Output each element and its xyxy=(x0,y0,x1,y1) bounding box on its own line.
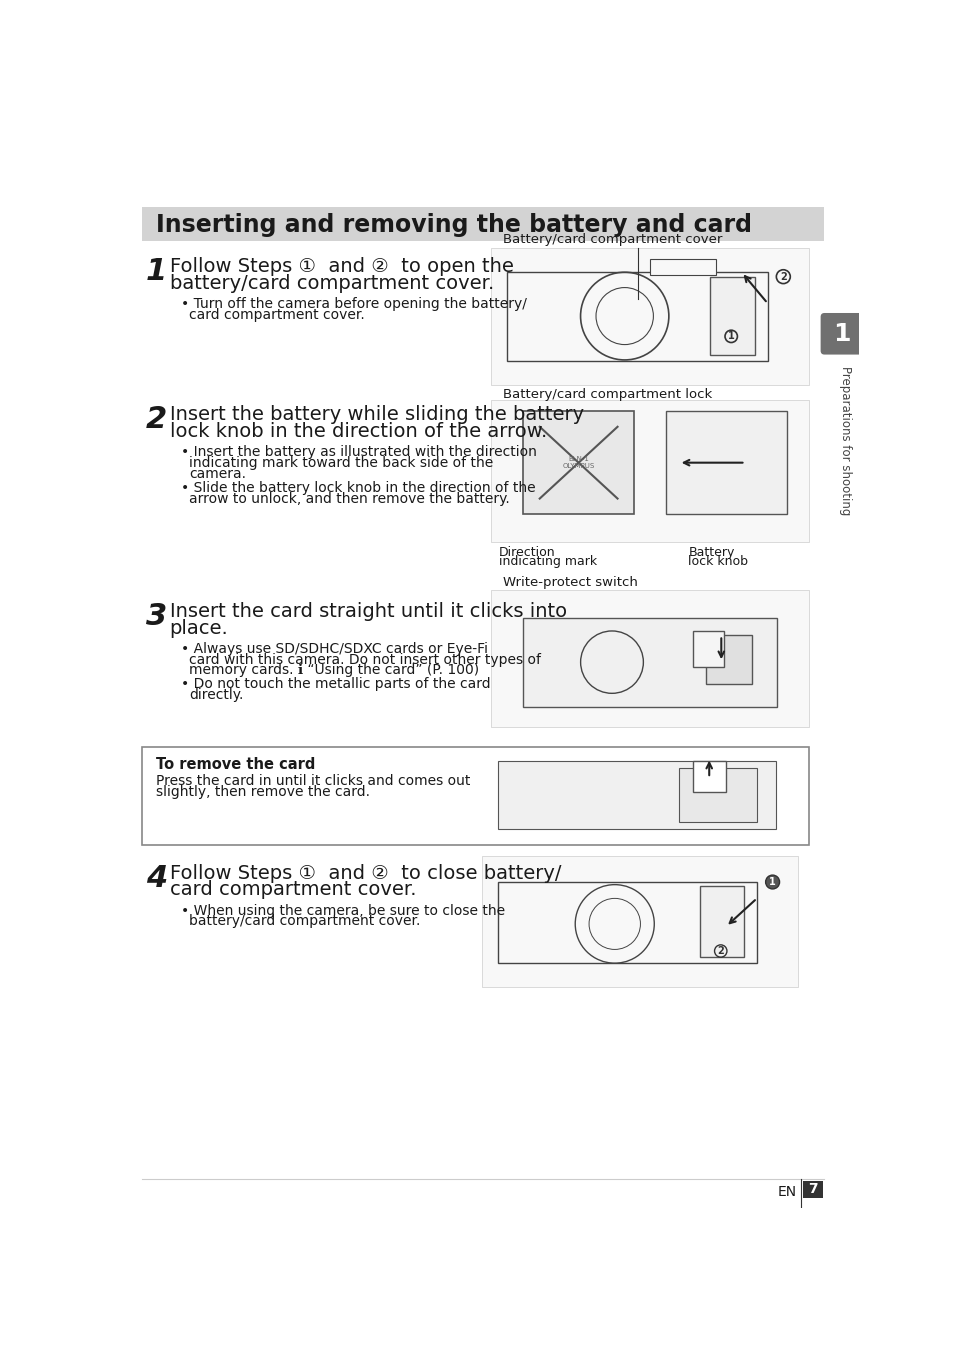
Text: 1: 1 xyxy=(768,877,775,887)
Text: Battery/card compartment cover: Battery/card compartment cover xyxy=(502,233,721,246)
Text: memory cards. ℹ️ “Using the card” (P. 100): memory cards. ℹ️ “Using the card” (P. 10… xyxy=(189,664,478,677)
Text: 4: 4 xyxy=(146,863,167,893)
Text: To remove the card: To remove the card xyxy=(156,757,315,772)
Text: battery/card compartment cover.: battery/card compartment cover. xyxy=(170,274,494,293)
Text: directly.: directly. xyxy=(189,688,243,702)
Text: 2: 2 xyxy=(717,946,723,955)
Circle shape xyxy=(765,875,779,889)
Text: lock knob in the direction of the arrow.: lock knob in the direction of the arrow. xyxy=(170,422,546,441)
Bar xyxy=(507,273,767,361)
Bar xyxy=(692,761,725,791)
Text: 7: 7 xyxy=(807,1182,817,1197)
Text: Follow Steps ①  and ②  to open the: Follow Steps ① and ② to open the xyxy=(170,256,513,275)
Text: Preparations for shooting: Preparations for shooting xyxy=(838,366,851,516)
Bar xyxy=(705,635,751,684)
Text: BLN-1
OLYMPUS: BLN-1 OLYMPUS xyxy=(562,456,594,470)
Bar xyxy=(481,856,798,987)
Text: Insert the card straight until it clicks into: Insert the card straight until it clicks… xyxy=(170,601,566,620)
Text: • When using the camera, be sure to close the: • When using the camera, be sure to clos… xyxy=(181,904,505,917)
Bar xyxy=(693,631,723,666)
Bar xyxy=(491,247,808,384)
Text: • Turn off the camera before opening the battery/: • Turn off the camera before opening the… xyxy=(181,297,527,311)
Text: indicating mark: indicating mark xyxy=(498,555,597,567)
Text: lock knob: lock knob xyxy=(687,555,747,567)
Text: slightly, then remove the card.: slightly, then remove the card. xyxy=(156,784,370,799)
Bar xyxy=(700,886,743,958)
Text: Follow Steps ①  and ②  to close battery/: Follow Steps ① and ② to close battery/ xyxy=(170,863,560,882)
Text: card compartment cover.: card compartment cover. xyxy=(189,308,364,322)
Bar xyxy=(650,258,715,275)
Text: EN: EN xyxy=(778,1186,797,1200)
Text: 1: 1 xyxy=(146,256,167,286)
Text: Battery/card compartment lock: Battery/card compartment lock xyxy=(502,388,711,400)
Text: • Always use SD/SDHC/SDXC cards or Eye-Fi: • Always use SD/SDHC/SDXC cards or Eye-F… xyxy=(181,642,488,655)
Bar xyxy=(497,761,775,829)
Text: 2: 2 xyxy=(146,406,167,434)
Text: card compartment cover.: card compartment cover. xyxy=(170,881,416,900)
Text: arrow to unlock, and then remove the battery.: arrow to unlock, and then remove the bat… xyxy=(189,491,509,506)
Bar xyxy=(710,277,754,356)
Text: Inserting and removing the battery and card: Inserting and removing the battery and c… xyxy=(156,213,752,237)
Text: place.: place. xyxy=(170,619,228,638)
Text: 1: 1 xyxy=(727,331,734,342)
Text: • Do not touch the metallic parts of the card: • Do not touch the metallic parts of the… xyxy=(181,677,491,691)
FancyBboxPatch shape xyxy=(820,313,862,354)
Text: Write-protect switch: Write-protect switch xyxy=(502,575,638,589)
Bar xyxy=(491,590,808,727)
Bar xyxy=(142,746,808,845)
Text: battery/card compartment cover.: battery/card compartment cover. xyxy=(189,915,420,928)
Text: Press the card in until it clicks and comes out: Press the card in until it clicks and co… xyxy=(156,775,471,788)
Bar xyxy=(481,753,798,837)
Bar xyxy=(497,882,757,963)
Text: Direction: Direction xyxy=(498,546,555,559)
Bar xyxy=(142,206,823,242)
Text: Battery: Battery xyxy=(687,546,734,559)
Text: camera.: camera. xyxy=(189,467,246,480)
Text: Insert the battery while sliding the battery: Insert the battery while sliding the bat… xyxy=(170,406,583,425)
Text: 3: 3 xyxy=(146,601,167,631)
Text: • Slide the battery lock knob in the direction of the: • Slide the battery lock knob in the dir… xyxy=(181,480,536,495)
Text: card with this camera. Do not insert other types of: card with this camera. Do not insert oth… xyxy=(189,653,540,666)
Bar xyxy=(522,617,777,707)
Text: indicating mark toward the back side of the: indicating mark toward the back side of … xyxy=(189,456,493,471)
Text: • Insert the battery as illustrated with the direction: • Insert the battery as illustrated with… xyxy=(181,445,537,460)
Bar xyxy=(802,1181,822,1198)
Bar xyxy=(522,411,634,514)
Text: 2: 2 xyxy=(780,271,786,282)
Bar xyxy=(678,768,756,822)
Bar xyxy=(491,400,808,543)
Text: 1: 1 xyxy=(832,322,849,346)
Bar xyxy=(665,411,786,514)
